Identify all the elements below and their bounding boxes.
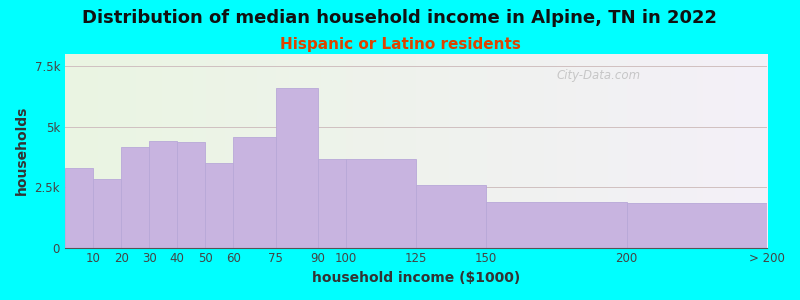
Bar [346, 159, 416, 248]
Text: City-Data.com: City-Data.com [557, 70, 641, 83]
Bar [93, 178, 121, 248]
Bar [65, 168, 93, 248]
Bar [318, 159, 346, 248]
Bar [121, 147, 149, 248]
Y-axis label: households: households [15, 106, 29, 196]
Text: Hispanic or Latino residents: Hispanic or Latino residents [279, 38, 521, 52]
X-axis label: household income ($1000): household income ($1000) [312, 271, 520, 285]
Bar [178, 142, 206, 248]
Bar [275, 88, 318, 248]
Bar [626, 203, 767, 248]
Bar [234, 137, 275, 248]
Bar [149, 141, 178, 248]
Bar [486, 202, 626, 248]
Bar [416, 185, 486, 248]
Bar [206, 163, 234, 248]
Text: Distribution of median household income in Alpine, TN in 2022: Distribution of median household income … [82, 9, 718, 27]
